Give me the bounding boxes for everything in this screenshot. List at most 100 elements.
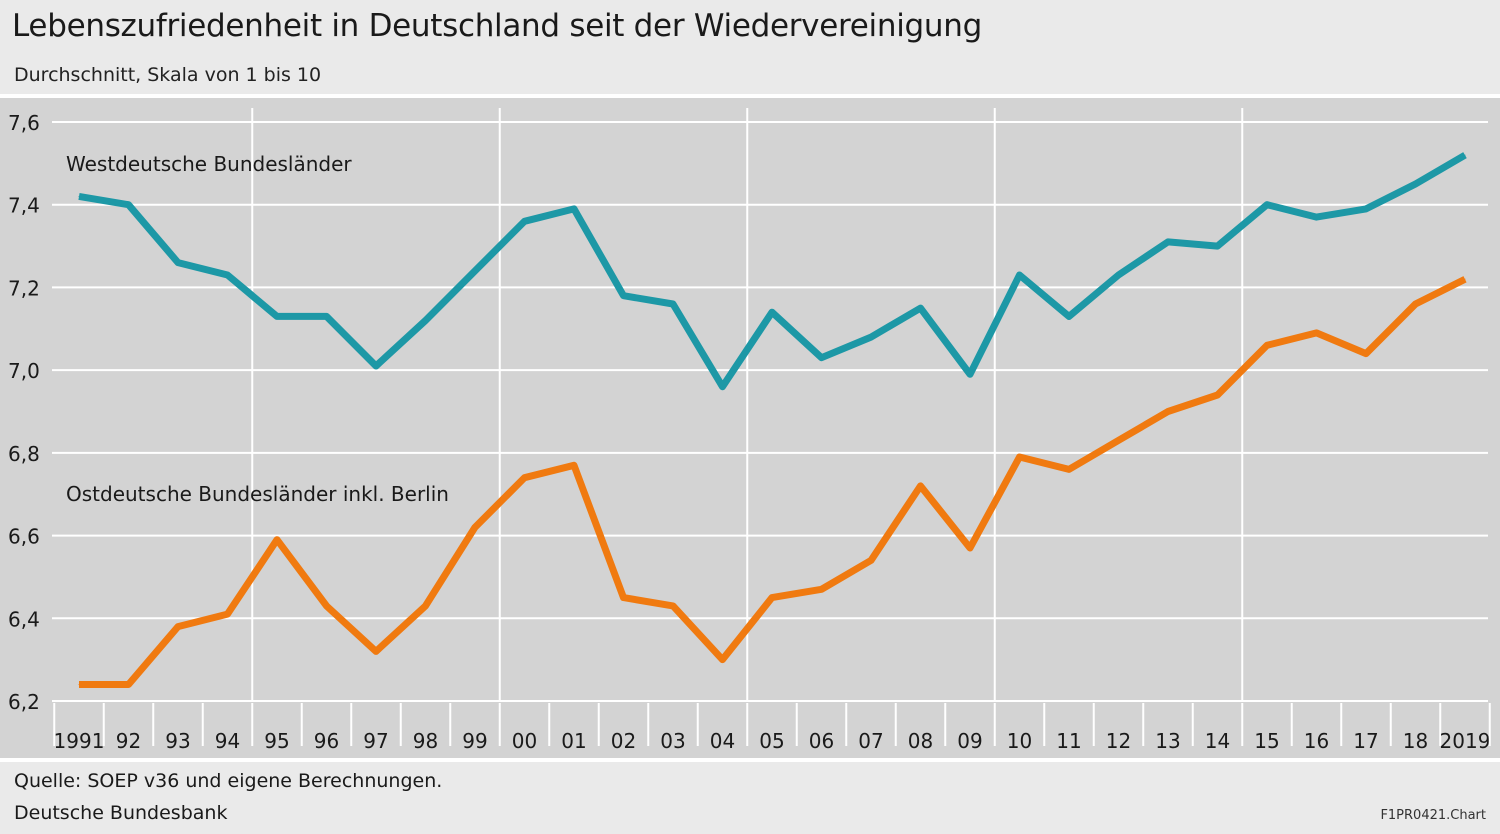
x-tick-label: 17 <box>1353 729 1378 753</box>
x-tick-label: 1991 <box>54 729 105 753</box>
y-tick-label: 6,4 <box>8 607 40 631</box>
x-tick-label: 09 <box>957 729 982 753</box>
x-tick-label: 06 <box>809 729 834 753</box>
y-tick-label: 7,2 <box>8 276 40 300</box>
x-axis: 1991 92 93 94 95 96 97 98 99 00 01 02 03 04 05 06 07 08 09… <box>53 703 1491 753</box>
x-tick-label: 2019 <box>1440 729 1491 753</box>
x-tick-label: 14 <box>1205 729 1230 753</box>
y-tick-label: 7,6 <box>8 111 40 135</box>
data-point <box>821 588 822 590</box>
x-tick-label: 16 <box>1304 729 1329 753</box>
y-tick-label: 7,0 <box>8 359 40 383</box>
x-tick-label: 11 <box>1056 729 1081 753</box>
data-point <box>524 477 525 479</box>
data-point <box>227 274 228 276</box>
data-point <box>128 204 129 206</box>
x-tick-label: 01 <box>561 729 586 753</box>
data-point <box>771 311 773 313</box>
data-point <box>672 605 674 607</box>
data-point <box>474 526 476 528</box>
x-tick-label: 97 <box>363 729 388 753</box>
data-point <box>623 597 624 599</box>
data-point <box>722 659 723 661</box>
data-point <box>1068 315 1070 317</box>
data-point <box>920 307 921 309</box>
data-point <box>1068 468 1070 470</box>
data-point <box>920 485 921 487</box>
series-label-west: Westdeutsche Bundesländer <box>66 152 352 176</box>
data-point <box>1464 278 1466 280</box>
data-point <box>375 650 377 652</box>
series-group <box>78 152 1467 688</box>
y-tick-label: 6,6 <box>8 525 40 549</box>
data-point <box>969 373 971 375</box>
data-point <box>276 539 278 541</box>
data-point <box>821 357 822 359</box>
x-tick-label: 12 <box>1106 729 1131 753</box>
data-point <box>1118 274 1119 276</box>
data-point <box>1415 183 1416 185</box>
series-label-east: Ostdeutsche Bundesländer inkl. Berlin <box>66 482 449 506</box>
chart-subtitle: Durchschnitt, Skala von 1 bis 10 <box>14 64 322 86</box>
data-point <box>1217 245 1218 247</box>
x-tick-label: 10 <box>1007 729 1032 753</box>
x-tick-label: 07 <box>858 729 883 753</box>
data-point <box>1365 353 1367 355</box>
source-note: Quelle: SOEP v36 und eigene Berechnungen… <box>14 770 443 792</box>
x-tick-label: 04 <box>710 729 735 753</box>
x-tick-label: 94 <box>215 729 240 753</box>
data-point <box>1464 154 1466 156</box>
x-tick-label: 18 <box>1403 729 1428 753</box>
data-point <box>672 303 674 305</box>
data-point <box>425 605 426 607</box>
header-divider <box>0 94 1500 98</box>
line-chart: 6,2 6,4 6,6 6,8 7,0 7,2 7,4 7,6 1991 92 93 94 95 96 9… <box>0 98 1500 758</box>
data-point <box>276 315 278 317</box>
data-point <box>474 270 476 272</box>
x-tick-label: 08 <box>908 729 933 753</box>
data-point <box>573 208 575 210</box>
data-point <box>177 262 179 264</box>
data-point <box>78 195 80 197</box>
x-tick-label: 13 <box>1155 729 1180 753</box>
x-tick-label: 93 <box>165 729 190 753</box>
data-point <box>1316 216 1317 218</box>
y-tick-label: 7,4 <box>8 194 40 218</box>
x-tick-label: 03 <box>660 729 685 753</box>
data-point <box>227 613 228 615</box>
x-tick-label: 95 <box>264 729 289 753</box>
x-tick-label: 99 <box>462 729 487 753</box>
x-tick-label: 92 <box>116 729 141 753</box>
data-point <box>177 626 179 628</box>
data-point <box>1415 303 1416 305</box>
x-tick-label: 98 <box>413 729 438 753</box>
y-axis: 6,2 6,4 6,6 6,8 7,0 7,2 7,4 7,6 <box>8 111 40 714</box>
chart-id: F1PR0421.Chart <box>1380 808 1486 823</box>
footer-divider <box>0 758 1500 762</box>
x-tick-label: 00 <box>512 729 537 753</box>
data-point <box>425 320 426 322</box>
data-point <box>1266 204 1268 206</box>
plot-background <box>0 98 1500 758</box>
data-point <box>870 559 872 561</box>
data-point <box>623 295 624 297</box>
data-point <box>1019 274 1020 276</box>
data-point <box>1365 208 1367 210</box>
data-point <box>870 336 872 338</box>
publisher-name: Deutsche Bundesbank <box>14 802 228 824</box>
data-point <box>573 464 575 466</box>
x-tick-label: 96 <box>314 729 339 753</box>
y-tick-label: 6,8 <box>8 442 40 466</box>
data-point <box>722 386 723 388</box>
x-tick-label: 05 <box>759 729 784 753</box>
data-point <box>1266 344 1268 346</box>
data-point <box>326 605 327 607</box>
data-point <box>1316 332 1317 334</box>
data-point <box>969 547 971 549</box>
data-point <box>1217 394 1218 396</box>
data-point <box>1167 241 1169 243</box>
data-point <box>524 220 525 222</box>
x-tick-label: 02 <box>611 729 636 753</box>
y-tick-label: 6,2 <box>8 690 40 714</box>
data-point <box>771 597 773 599</box>
